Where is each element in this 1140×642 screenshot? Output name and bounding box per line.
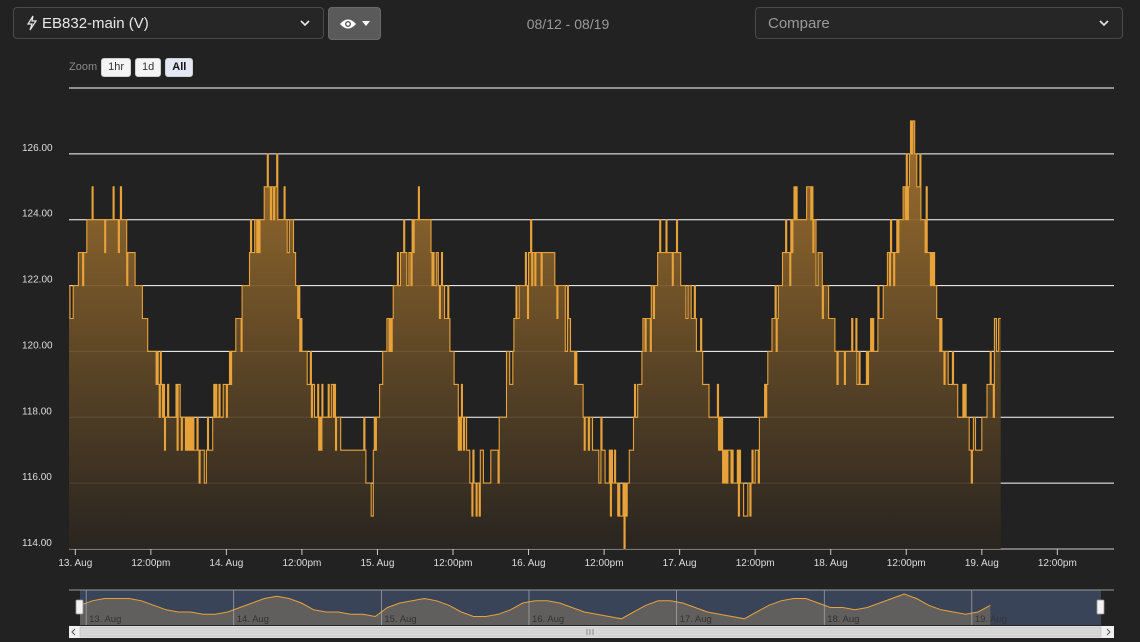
x-tick-label: 12:00pm — [131, 558, 170, 569]
navigator-handle-left[interactable] — [75, 599, 84, 615]
y-tick-label: 124.00 — [22, 209, 53, 220]
y-tick-label: 118.00 — [22, 406, 52, 417]
scrollbar-thumb[interactable] — [79, 626, 1102, 638]
sensor-select[interactable]: EB832-main (V) — [13, 7, 324, 39]
y-tick-label: 120.00 — [22, 340, 53, 351]
x-tick-label: 12:00pm — [887, 558, 926, 569]
chevron-down-icon — [1099, 20, 1109, 27]
caret-down-icon — [362, 20, 370, 26]
y-tick-label: 116.00 — [22, 472, 52, 483]
compare-select[interactable]: Compare — [755, 7, 1123, 39]
scroll-left-arrow-icon[interactable] — [71, 628, 76, 636]
eye-icon — [340, 19, 356, 28]
x-axis: 13. Aug 12:00pm 14. Aug 12:00pm 15. Aug 12:00… — [58, 549, 1077, 569]
navigator-label: 14. Aug — [237, 614, 269, 625]
navigator-area — [80, 594, 991, 625]
scroll-right-arrow-icon[interactable] — [1106, 628, 1111, 636]
x-tick-label: 12:00pm — [1038, 558, 1077, 569]
zoom-1d-button[interactable]: 1d — [135, 57, 162, 77]
x-tick-label: 15. Aug — [361, 558, 395, 569]
x-tick-label: 12:00pm — [434, 558, 473, 569]
x-tick-label: 19. Aug — [965, 558, 999, 569]
zoom-controls: Zoom 1hr 1d All — [69, 57, 194, 77]
zoom-all-button[interactable]: All — [165, 57, 194, 77]
navigator-line — [79, 593, 991, 620]
x-tick-label: 17. Aug — [663, 558, 697, 569]
x-tick-label: 12:00pm — [282, 558, 321, 569]
chevron-down-icon — [300, 20, 310, 27]
x-tick-label: 16. Aug — [512, 558, 546, 569]
zoom-label: Zoom — [69, 61, 98, 73]
sensor-label: EB832-main (V) — [42, 14, 149, 32]
series-line — [69, 120, 1001, 550]
toolbar: EB832-main (V) 08/12 - 08/19 Compare — [0, 0, 1140, 48]
navigator-label: 16. Aug — [532, 614, 564, 625]
x-tick-label: 18. Aug — [814, 558, 848, 569]
y-tick-label: 114.00 — [22, 538, 52, 549]
navigator-handle-right[interactable] — [1096, 599, 1105, 615]
compare-placeholder: Compare — [768, 14, 830, 32]
date-range: 08/12 - 08/19 — [526, 16, 610, 32]
y-axis: 114.00 116.00 118.00 120.00 122.00 124.00 126.… — [22, 143, 53, 549]
x-tick-label: 12:00pm — [736, 558, 775, 569]
navigator-label: 13. Aug — [89, 614, 121, 625]
series-area — [69, 120, 1001, 550]
navigator[interactable]: 13. Aug 14. Aug 15. Aug 16. Aug 17. Aug 18. A… — [69, 589, 1114, 638]
y-tick-label: 126.00 — [22, 143, 53, 154]
view-toggle-button[interactable] — [328, 7, 381, 40]
plot-area — [69, 120, 1001, 550]
navigator-label: 19. Aug — [975, 614, 1007, 625]
navigator-label: 18. Aug — [827, 614, 859, 625]
y-tick-label: 122.00 — [22, 275, 53, 286]
navigator-label: 17. Aug — [680, 614, 712, 625]
zoom-1hr-button[interactable]: 1hr — [101, 57, 132, 77]
bolt-icon — [26, 15, 38, 31]
navigator-label: 15. Aug — [384, 614, 416, 625]
x-tick-label: 14. Aug — [209, 558, 243, 569]
x-tick-label: 13. Aug — [58, 558, 92, 569]
x-tick-label: 12:00pm — [585, 558, 624, 569]
